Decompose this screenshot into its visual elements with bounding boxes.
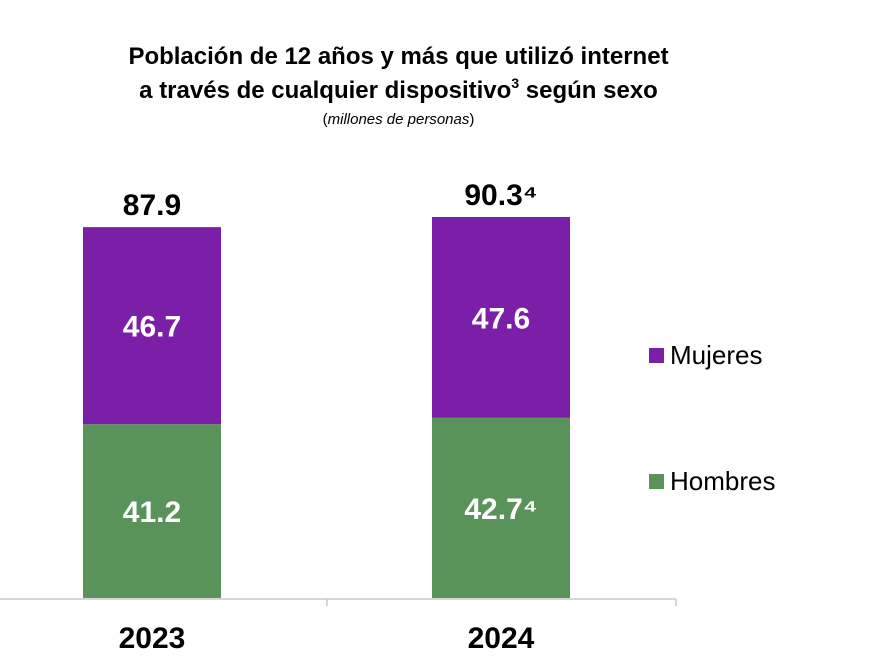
data-label-hombres-2023: 41.2 (123, 496, 181, 529)
bar-hombres-2023 (83, 424, 221, 598)
legend-item-mujeres: Mujeres (649, 335, 775, 375)
bar-mujeres-2024 (432, 217, 570, 418)
total-label-2023: 87.9 (123, 189, 181, 222)
title-line-2: a través de cualquier dispositivo3 según… (0, 74, 797, 108)
title-line-2-end: según sexo (519, 77, 658, 104)
data-label-hombres-2024: 42.7⁴ (464, 493, 537, 526)
chart-title: Población de 12 años y más que utilizó i… (0, 40, 797, 130)
title-footnote-3: 3 (511, 75, 520, 91)
legend-item-hombres: Hombres (649, 461, 775, 501)
total-label-2024: 90.3⁴ (464, 179, 537, 212)
legend-swatch-mujeres (649, 347, 664, 363)
legend-label-mujeres: Mujeres (670, 339, 763, 370)
data-label-mujeres-2024: 47.6 (472, 302, 530, 335)
legend-label-hombres: Hombres (670, 465, 776, 496)
bar-mujeres-2023 (83, 227, 221, 425)
legend: Mujeres Hombres (649, 335, 775, 501)
title-line-1: Población de 12 años y más que utilizó i… (128, 43, 669, 70)
x-tick-label-2024: 2024 (468, 622, 535, 655)
legend-swatch-hombres (649, 473, 664, 489)
bar-hombres-2024 (432, 417, 570, 598)
subtitle-open-paren: ( (322, 111, 328, 128)
data-label-mujeres-2023: 46.7 (123, 311, 181, 344)
x-tick-label-2023: 2023 (119, 622, 186, 655)
chart-subtitle: (millones de personas) (0, 110, 797, 130)
subtitle-text: millones de personas (327, 111, 470, 128)
subtitle-close-paren: ) (469, 111, 475, 128)
title-line-2-main: a través de cualquier dispositivo (139, 77, 512, 104)
